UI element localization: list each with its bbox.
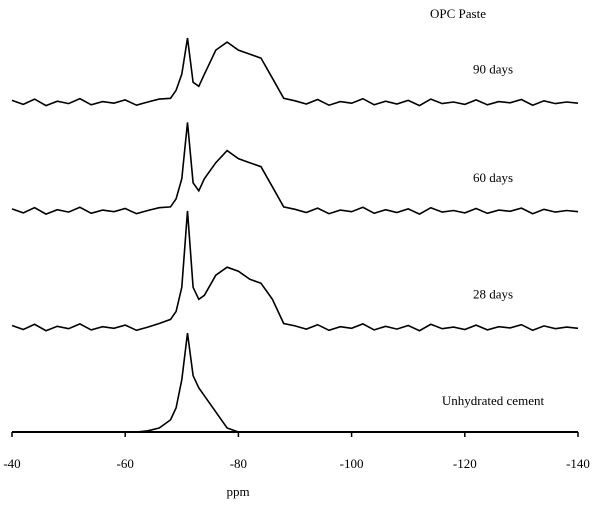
x-tick-label: -100 bbox=[340, 456, 364, 471]
x-axis-label: ppm bbox=[226, 484, 249, 499]
spectrum-line bbox=[12, 332, 578, 433]
x-tick-label: -60 bbox=[117, 456, 134, 471]
x-tick-label: -140 bbox=[566, 456, 590, 471]
series-label: 60 days bbox=[473, 170, 513, 185]
spectrum-line bbox=[11, 210, 579, 332]
series-label: 90 days bbox=[473, 61, 513, 76]
chart-title: OPC Paste bbox=[430, 6, 486, 21]
series-label: 28 days bbox=[473, 286, 513, 301]
spectrum-line bbox=[11, 37, 579, 107]
x-tick-label: -80 bbox=[230, 456, 247, 471]
series-label: Unhydrated cement bbox=[442, 393, 545, 408]
x-tick-label: -40 bbox=[3, 456, 20, 471]
x-tick-label: -120 bbox=[453, 456, 477, 471]
spectrum-line bbox=[11, 122, 579, 215]
